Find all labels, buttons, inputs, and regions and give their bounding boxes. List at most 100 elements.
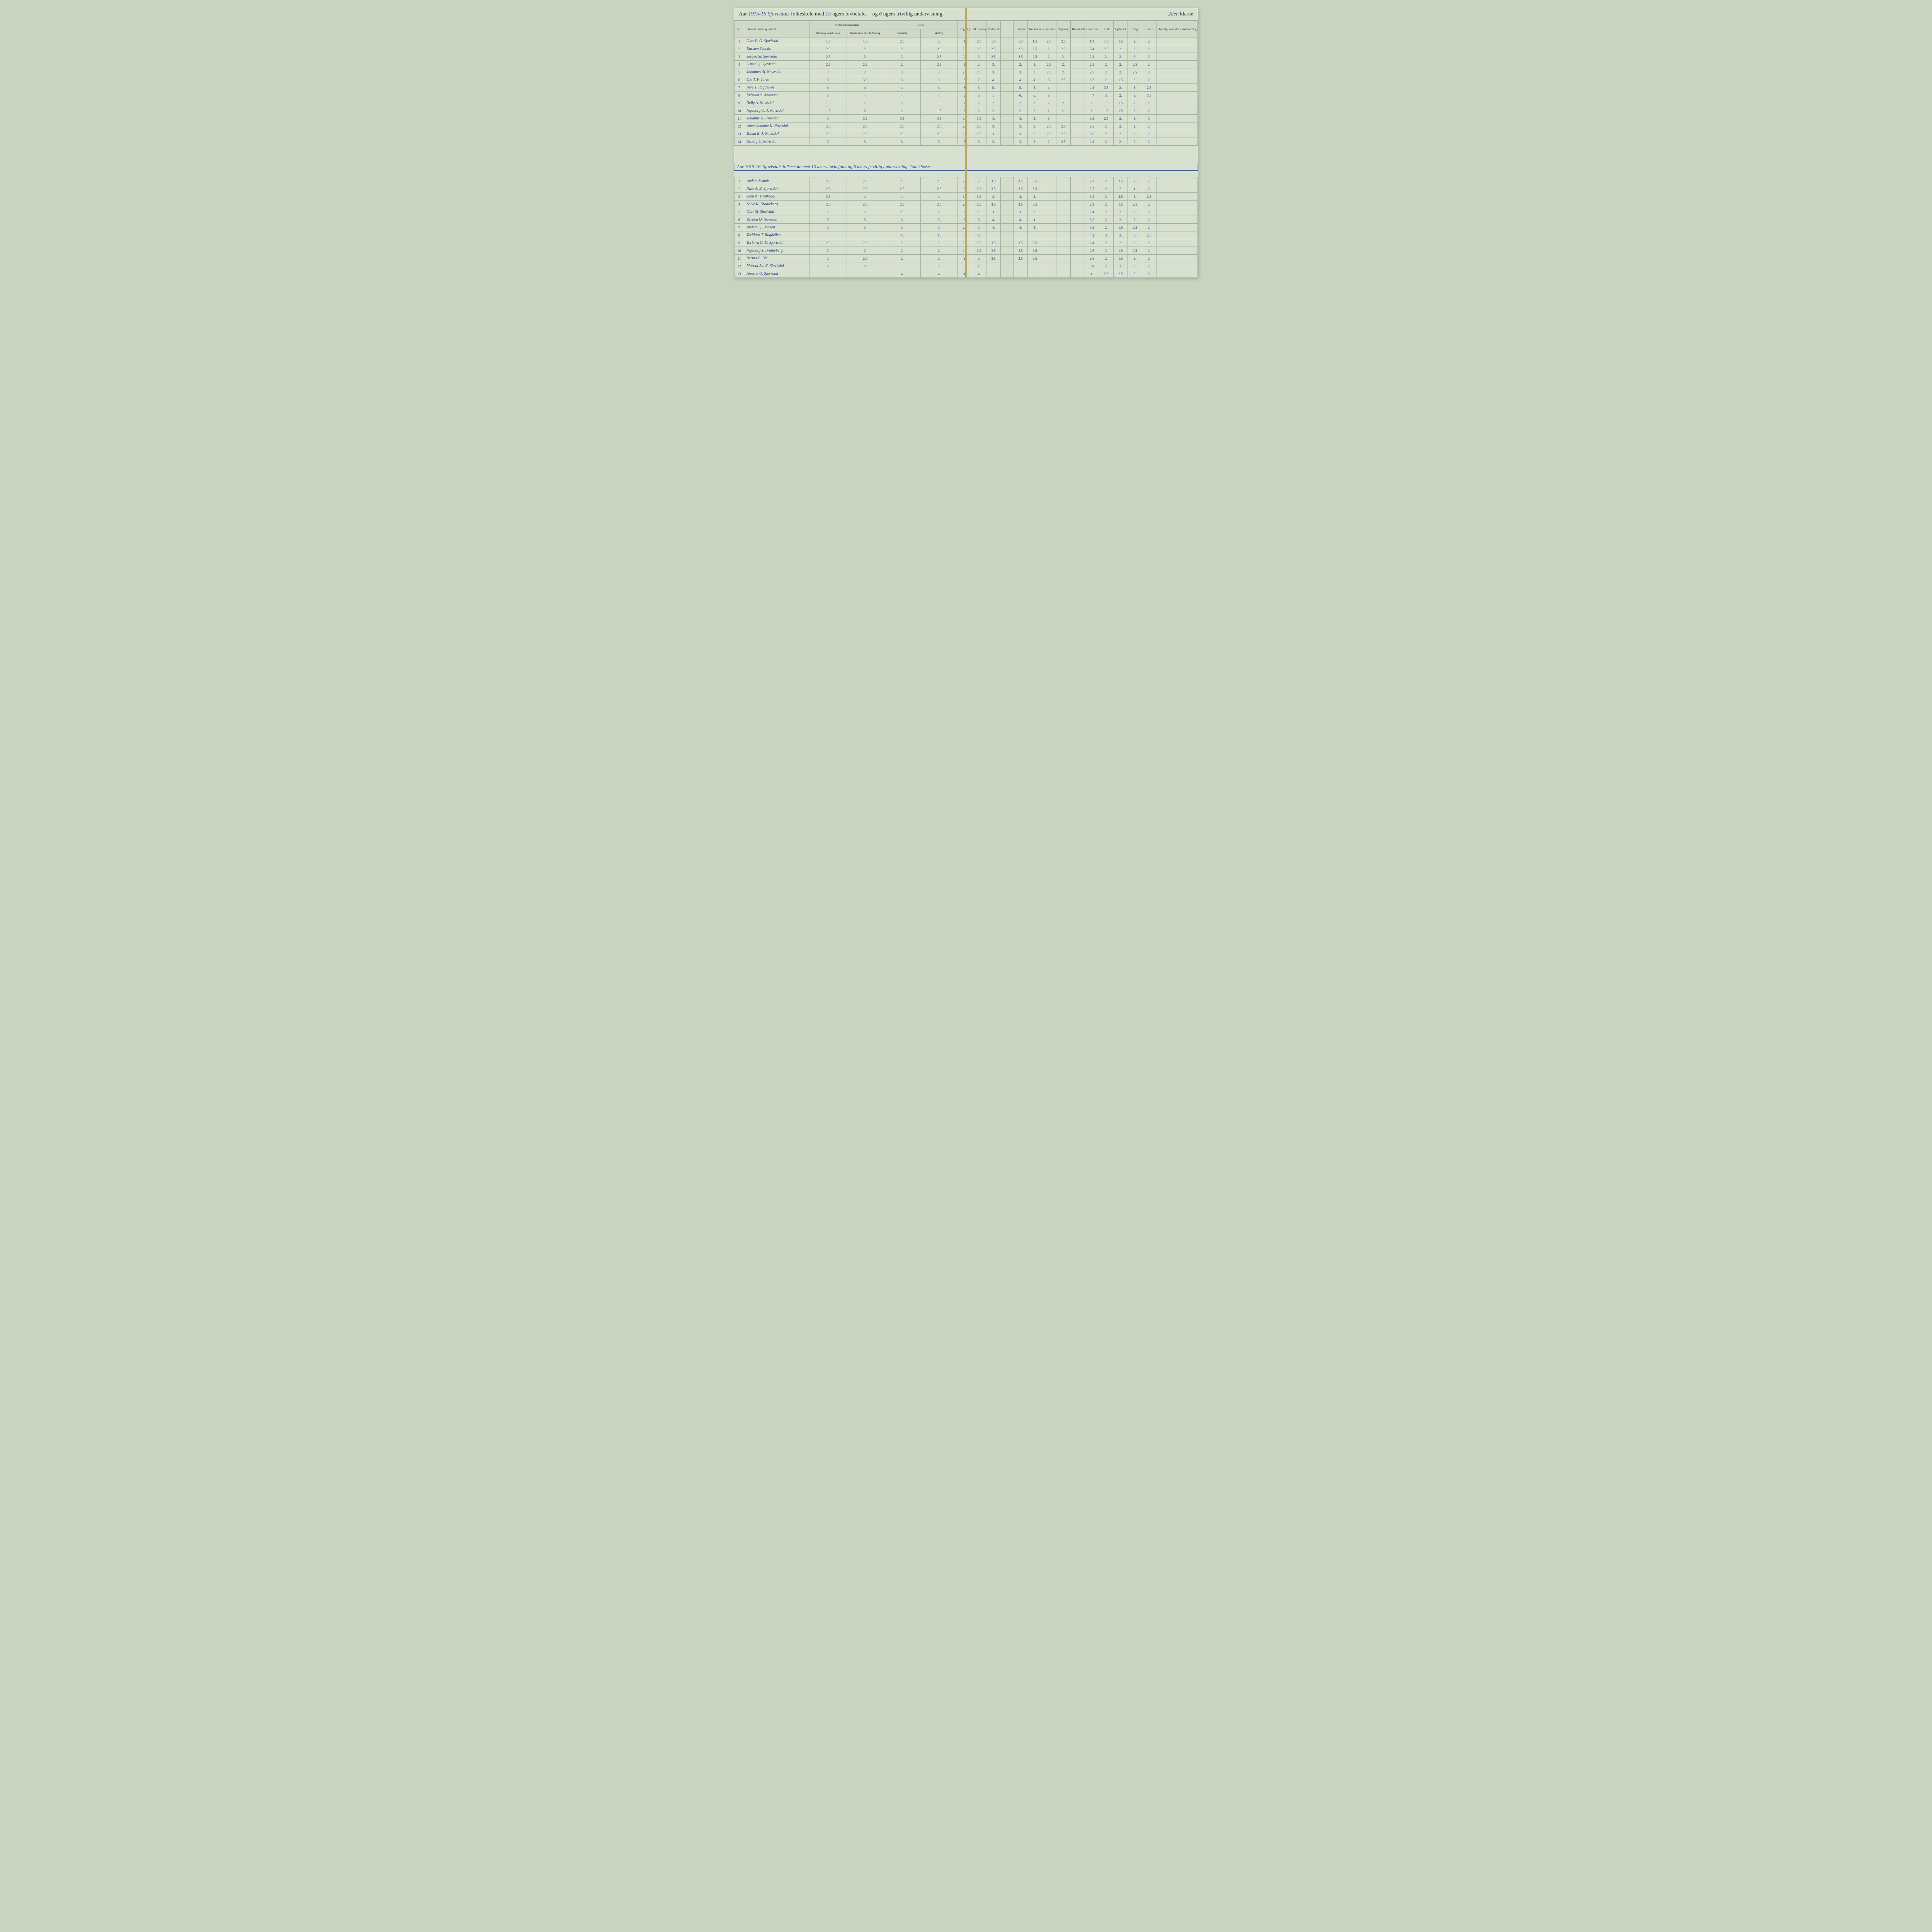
cell-grade: 3. xyxy=(810,76,847,84)
cell-grade: 4. xyxy=(986,224,1001,231)
cell-grade: 2.5 xyxy=(921,177,958,185)
cell-grade: 3. xyxy=(810,224,847,231)
col-tegn: Tegning xyxy=(1056,21,1071,37)
cell-oversigt xyxy=(1156,122,1198,130)
cell-grade: 3. xyxy=(884,76,921,84)
cell-nr: 9 xyxy=(735,239,744,247)
cell-grade xyxy=(1071,216,1085,224)
cell-oversigt xyxy=(1156,84,1198,92)
cell-grade: 4. xyxy=(921,262,958,270)
cell-grade xyxy=(1071,270,1085,278)
cell-blank xyxy=(1001,216,1014,224)
cell-grade xyxy=(1056,208,1071,216)
cell-grade: 2. xyxy=(1085,107,1099,115)
cell-grade: 2.5 xyxy=(1085,61,1099,68)
cell-grade: 2. xyxy=(1114,45,1128,53)
cell-nr: 5 xyxy=(735,208,744,216)
cell-grade: 2. xyxy=(1114,216,1128,224)
cell-oversigt xyxy=(1156,270,1198,278)
cell-grade xyxy=(810,231,847,239)
cell-name: Bertha E. Ble xyxy=(744,255,810,262)
cell-grade: 2. xyxy=(1042,53,1056,61)
cell-grade xyxy=(1056,255,1071,262)
klasse-num: 2den xyxy=(1168,11,1179,17)
cell-grade xyxy=(1071,76,1085,84)
cell-name: Johannes Sj. Novesdal xyxy=(744,68,810,76)
cell-grade: 2. xyxy=(1128,208,1142,216)
cell-grade: 2. xyxy=(1099,201,1114,208)
cell-nr: 7 xyxy=(735,224,744,231)
cell-grade xyxy=(1071,122,1085,130)
cell-grade: 2. xyxy=(810,68,847,76)
cell-grade: 2.5 xyxy=(847,177,884,185)
cell-blank xyxy=(1001,68,1014,76)
cell-grade xyxy=(1014,262,1028,270)
cell-grade: 2. xyxy=(1142,76,1156,84)
cell-grade: 2.5 xyxy=(1056,76,1071,84)
cell-grade: 2. xyxy=(958,107,972,115)
cell-grade: 2. xyxy=(1128,216,1142,224)
cell-grade: 3.5 xyxy=(1014,177,1028,185)
cell-grade: 2. xyxy=(986,107,1001,115)
cell-grade xyxy=(1056,177,1071,185)
klasse-label: klasse xyxy=(1180,11,1193,17)
ledger-page: Aar 1915-16 Sjovisdals folkeskole med 15… xyxy=(734,8,1198,278)
cell-grade: 2. xyxy=(1028,99,1042,107)
cell-grade: 3. xyxy=(847,138,884,146)
cell-grade: 2.3 xyxy=(1085,53,1099,61)
cell-grade xyxy=(1028,231,1042,239)
cell-grade: 2. xyxy=(1099,216,1114,224)
cell-grade: 3. xyxy=(986,68,1001,76)
cell-grade: 4. xyxy=(1028,76,1042,84)
cell-nr: 13 xyxy=(735,270,744,278)
cell-nr: 9 xyxy=(735,99,744,107)
cell-grade: 3.5 xyxy=(1028,177,1042,185)
cell-grade: 2. xyxy=(1142,99,1156,107)
cell-blank xyxy=(1001,201,1014,208)
cell-grade: 4. xyxy=(810,262,847,270)
cell-name: Ingeborg T. Bradleberg xyxy=(744,247,810,255)
cell-grade: 4. xyxy=(1085,270,1099,278)
cell-grade: 2. xyxy=(1099,61,1114,68)
cell-grade: 1.5 xyxy=(1099,37,1114,45)
cell-grade: 2.8 xyxy=(1085,201,1099,208)
cell-grade: 2.5 xyxy=(972,37,986,45)
cell-grade: 3. xyxy=(810,115,847,122)
cell-grade: 2.5 xyxy=(1128,224,1142,231)
cell-oversigt xyxy=(1156,262,1198,270)
cell-grade: 3. xyxy=(1128,76,1142,84)
cell-grade xyxy=(1028,270,1042,278)
cell-name: Nelly A. Novisdal xyxy=(744,99,810,107)
cell-grade: 2. xyxy=(958,185,972,193)
cell-grade: 6 xyxy=(986,92,1001,99)
cell-grade xyxy=(1071,53,1085,61)
cell-grade xyxy=(1071,61,1085,68)
cell-grade: 3. xyxy=(884,216,921,224)
cell-grade: 2. xyxy=(1128,239,1142,247)
cell-grade: 2. xyxy=(972,107,986,115)
cell-name: Torborg O. D. Sjovisdal xyxy=(744,239,810,247)
cell-grade: 2.5 xyxy=(1014,45,1028,53)
cell-grade: 1.5 xyxy=(1114,76,1128,84)
cell-grade: 2. xyxy=(972,61,986,68)
cell-grade: 2.5 xyxy=(847,130,884,138)
cell-grade: 2. xyxy=(1099,247,1114,255)
cell-grade: 3.5 xyxy=(1028,201,1042,208)
cell-grade: 2. xyxy=(1142,270,1156,278)
cell-grade: 3. xyxy=(1028,122,1042,130)
cell-grade: 2. xyxy=(1142,68,1156,76)
cell-grade: 2.5 xyxy=(847,185,884,193)
cell-grade: 2.4 xyxy=(1085,239,1099,247)
cell-grade xyxy=(1042,185,1056,193)
cell-grade: 3. xyxy=(1014,122,1028,130)
cell-grade: 2.5 xyxy=(1042,130,1056,138)
cell-oversigt xyxy=(1156,107,1198,115)
cell-grade xyxy=(1056,216,1071,224)
cell-nr: 4 xyxy=(735,201,744,208)
cell-nr: 4 xyxy=(735,61,744,68)
cell-grade: 1.5 xyxy=(921,107,958,115)
cell-grade: 4. xyxy=(847,84,884,92)
cell-oversigt xyxy=(1156,99,1198,107)
cell-grade: 2.5 xyxy=(972,247,986,255)
cell-grade xyxy=(1042,193,1056,201)
